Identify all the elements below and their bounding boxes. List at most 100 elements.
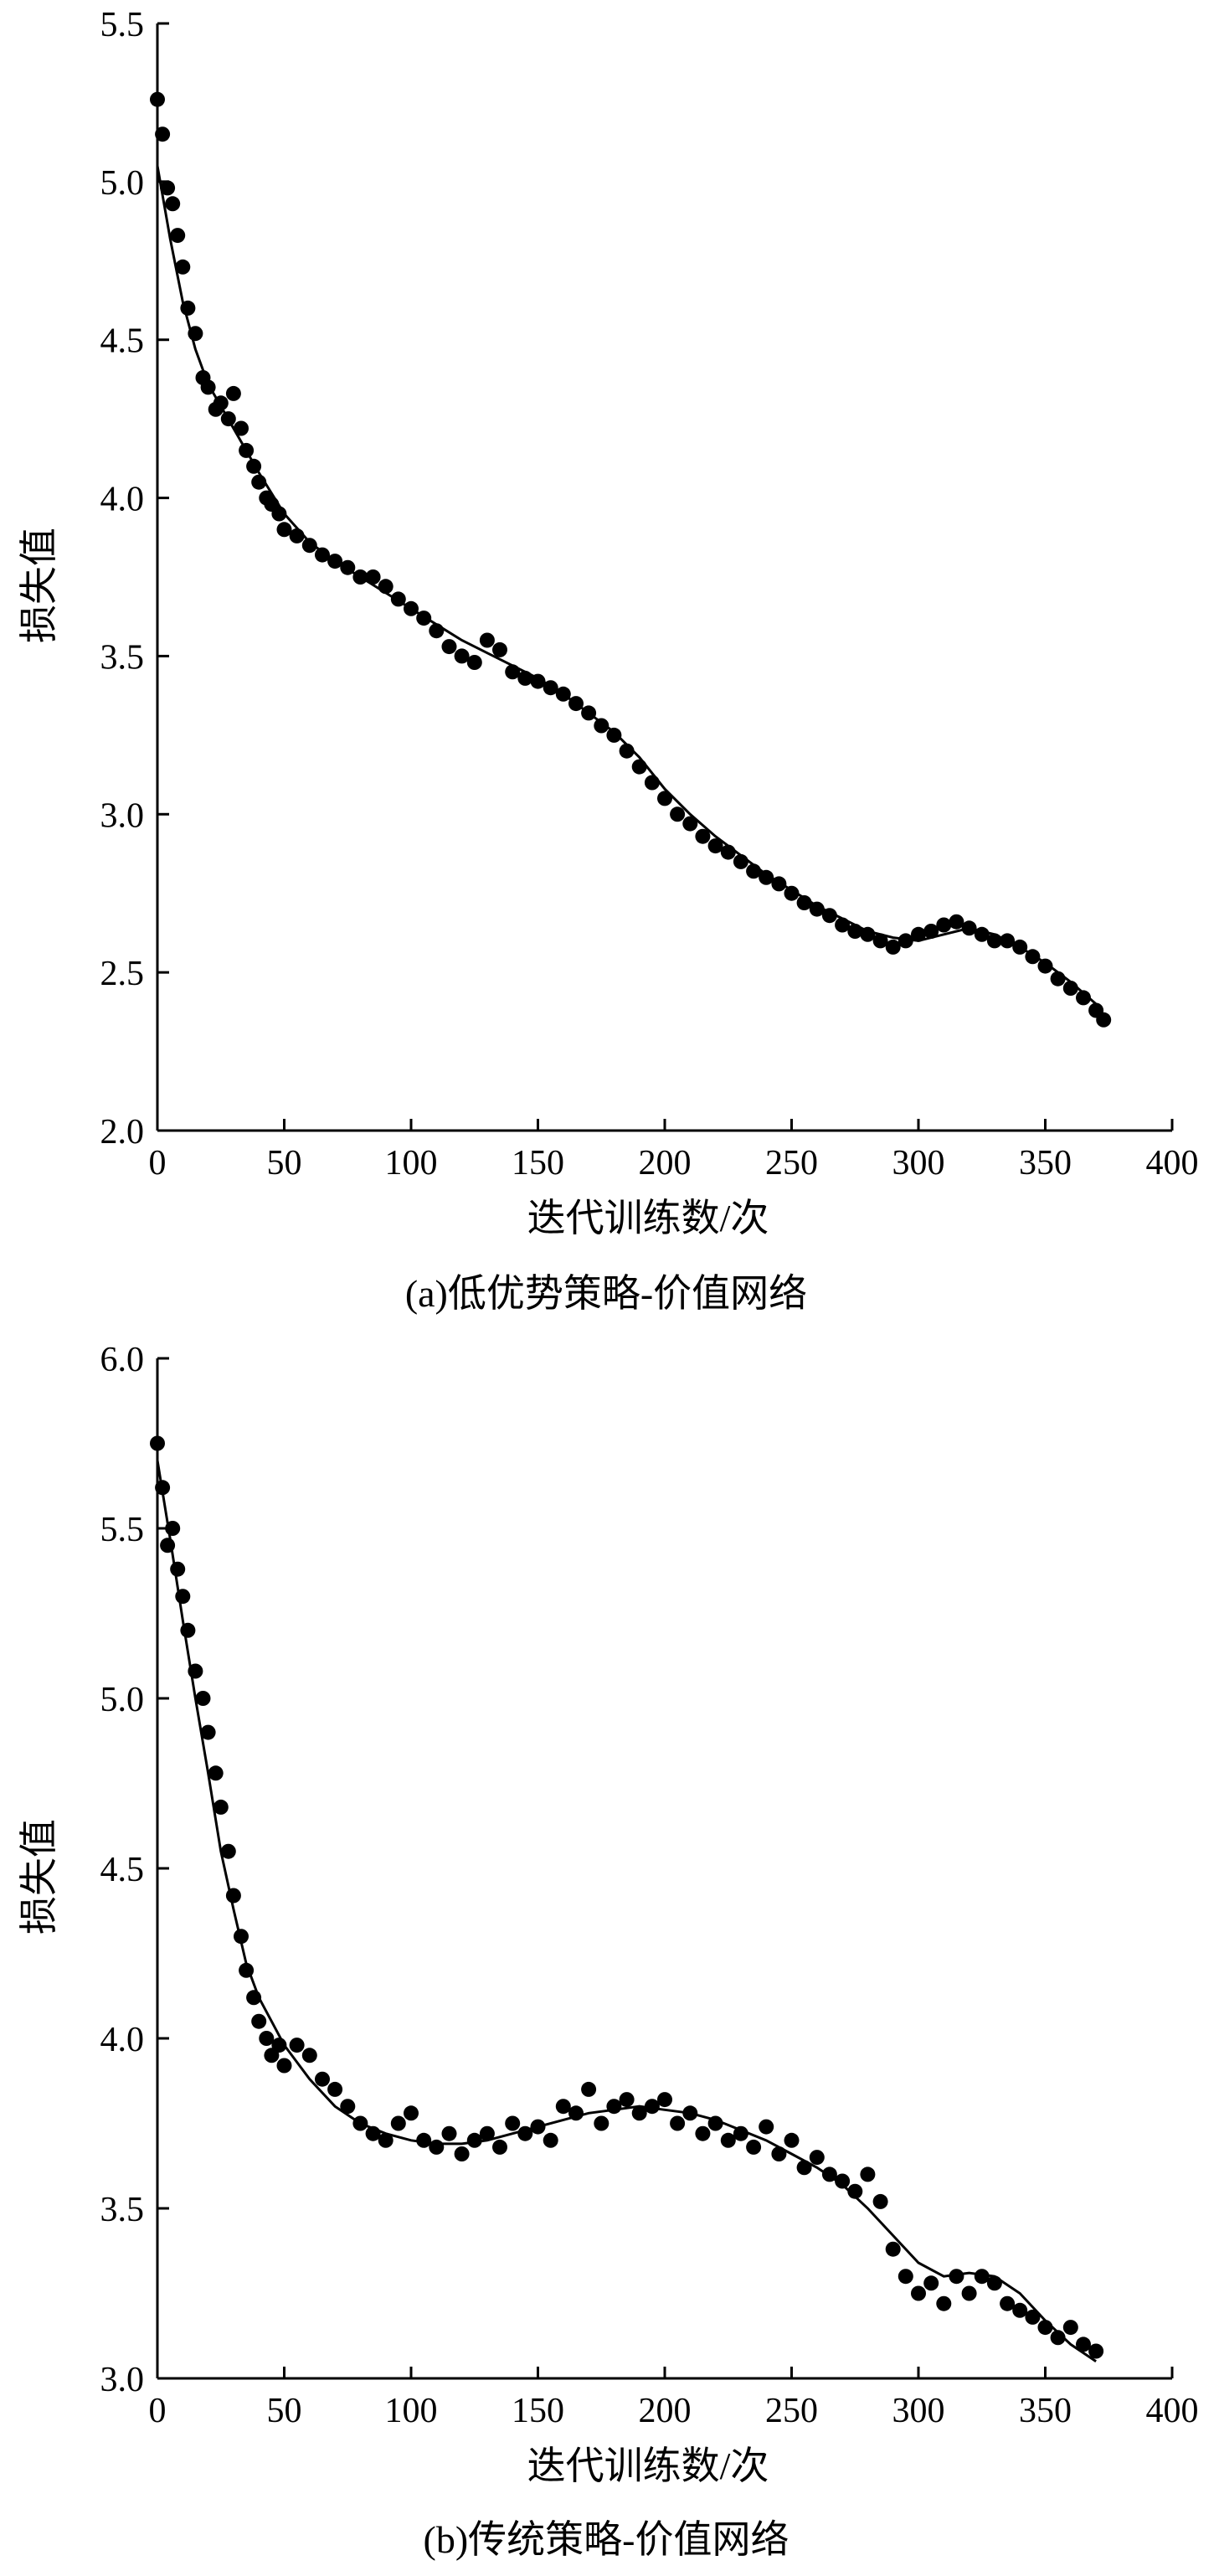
data-point [695,2125,711,2141]
x-tick-label: 400 [1146,2392,1199,2430]
data-point [1076,2336,1091,2352]
data-point [759,869,774,885]
data-point [619,743,635,759]
data-point [225,1888,241,1904]
y-tick-label: 5.5 [100,1511,145,1549]
data-point [885,2241,901,2257]
data-point [936,2295,952,2311]
data-point [1062,981,1078,996]
x-axis-label: 迭代训练数/次 [527,2445,769,2487]
data-point [352,569,368,585]
data-point [365,569,381,585]
data-point [1037,2320,1053,2336]
data-point [847,2183,863,2199]
data-point [733,853,748,869]
data-point [581,705,597,721]
data-point [1000,933,1016,949]
data-point [517,2125,533,2141]
data-point [809,901,825,917]
data-point [365,2125,381,2141]
data-point [220,411,236,427]
data-point [594,2115,610,2131]
data-point [195,1691,211,1706]
data-point [707,838,723,854]
data-point [974,2269,990,2285]
trend-line [156,1460,1097,2362]
data-point [234,420,249,436]
data-point [986,2275,1002,2291]
x-tick-label: 300 [892,2392,945,2430]
data-point [390,591,406,607]
data-point [454,648,470,664]
data-point [1025,949,1041,965]
data-point [246,1990,262,2006]
data-point [404,2105,419,2121]
data-point [974,926,990,942]
x-tick-label: 400 [1146,1144,1199,1182]
data-point [271,506,287,522]
data-point [682,2105,698,2121]
data-point [251,474,267,490]
data-point [644,775,660,791]
data-point [1025,2309,1041,2325]
data-point [170,228,186,244]
data-point [594,718,610,734]
y-tick-label: 2.5 [100,955,145,993]
data-point [165,196,181,212]
y-tick-label: 4.0 [100,2021,145,2059]
data-point [1012,2302,1028,2318]
data-point [961,920,977,936]
data-point [1088,2343,1104,2359]
data-point [911,2285,926,2301]
data-point [923,924,939,939]
data-point [315,547,330,563]
data-point [416,2132,432,2148]
data-point [225,385,241,401]
data-point [517,670,533,686]
data-point [809,2150,825,2166]
data-point [155,126,171,142]
data-point [479,632,495,648]
y-tick-label: 4.5 [100,322,145,361]
data-point [733,2125,748,2141]
chart-caption: (a)低优势策略-价值网络 [405,1272,807,1315]
data-point [441,2125,457,2141]
data-point [390,2115,406,2131]
data-point [860,2166,876,2182]
data-point [165,1521,181,1536]
y-tick-label: 3.5 [100,638,145,677]
data-point [961,2285,977,2301]
y-tick-label: 3.5 [100,2191,145,2229]
data-point [1037,958,1053,974]
chart-b-traditional: 0 50 100 150 200 250 300 350 400 3.0 3.5 4.0 4.5 5.0 5… [18,1341,1199,2561]
data-point [872,2193,888,2209]
data-point [213,395,229,411]
x-tick-label: 300 [892,1144,945,1182]
data-point [220,1843,236,1859]
data-point [1062,2320,1078,2336]
data-point [1000,2295,1016,2311]
data-point [695,828,711,844]
data-point [530,673,546,689]
y-axis-label: 损失值 [18,528,60,643]
y-tick-label: 6.0 [100,1341,145,1379]
data-point [505,664,521,680]
data-point [1012,939,1028,955]
data-point [911,926,926,942]
data-point [821,2166,837,2182]
data-point [492,2139,507,2155]
data-point [1096,1012,1112,1028]
data-point [180,300,196,316]
data-point [1076,990,1091,1006]
data-point [246,458,262,474]
data-point [606,727,622,743]
y-tick-label: 5.5 [100,6,145,44]
data-point [657,2092,672,2108]
data-point [180,1622,196,1638]
x-tick-label: 200 [639,1144,692,1182]
data-point [289,528,305,544]
trend-line [156,165,1110,1024]
data-point [543,2132,558,2148]
data-point [784,885,800,901]
data-point [568,2105,584,2121]
